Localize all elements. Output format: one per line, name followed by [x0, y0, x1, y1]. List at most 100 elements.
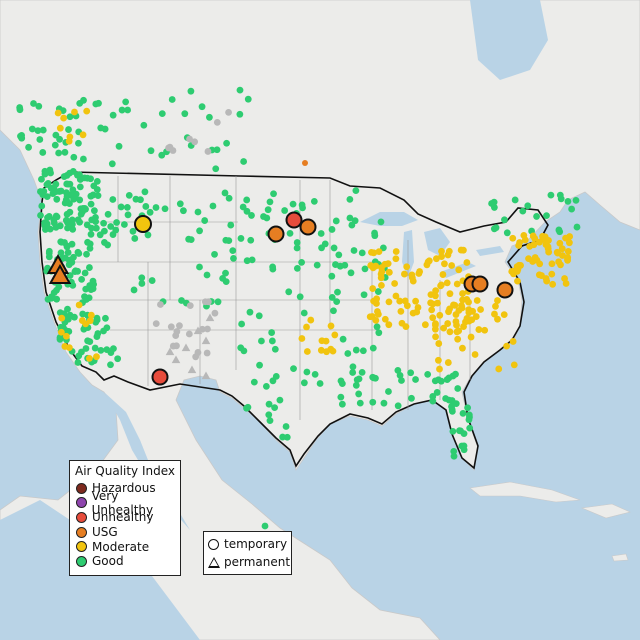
station-dot — [440, 324, 448, 332]
station-dot — [107, 361, 114, 369]
station-dot — [84, 337, 92, 345]
station-dot — [158, 151, 166, 159]
station-dot — [335, 251, 343, 259]
station-dot — [92, 224, 100, 232]
station-dot — [50, 216, 58, 224]
station-dot — [449, 427, 457, 435]
station-dot — [69, 225, 77, 233]
station-dot — [66, 311, 74, 319]
station-dot — [86, 240, 94, 248]
station-dot — [302, 160, 308, 166]
station-dot — [490, 198, 498, 206]
station-dot — [267, 225, 285, 243]
station-dot — [157, 301, 164, 308]
moderate-swatch — [76, 541, 87, 553]
good-swatch — [76, 555, 87, 567]
station-dot — [79, 204, 87, 212]
station-dot — [436, 365, 443, 373]
station-dot — [130, 286, 138, 294]
station-dot — [511, 196, 519, 204]
station-dot — [533, 213, 540, 220]
station-dot — [204, 325, 211, 333]
station-dot — [436, 311, 444, 319]
station-dot — [465, 416, 473, 424]
station-dot — [415, 270, 423, 277]
station-dot — [564, 256, 571, 264]
station-dot — [30, 100, 37, 107]
station-dot — [450, 452, 458, 460]
station-dot — [555, 258, 563, 266]
station-dot — [471, 351, 479, 358]
station-dot — [281, 207, 289, 214]
station-dot — [448, 262, 456, 269]
legend-row-hazardous: Hazardous — [70, 481, 180, 496]
station-dot — [490, 204, 498, 211]
station-dot — [452, 370, 459, 378]
station-dot — [104, 210, 112, 218]
station-dot — [268, 329, 276, 336]
station-dot — [61, 148, 69, 156]
station-dot — [122, 98, 130, 106]
legend-row-very-unhealthy: Very Unhealthy — [70, 489, 180, 517]
station-dot — [450, 447, 458, 455]
triangle-icon — [208, 556, 220, 568]
station-dot — [298, 258, 306, 266]
station-dot — [455, 266, 463, 274]
station-dot — [464, 404, 472, 412]
station-dot — [66, 208, 74, 216]
station-dot — [397, 307, 405, 315]
station-dot — [450, 399, 458, 407]
station-dot — [344, 350, 352, 357]
station-dot — [468, 316, 476, 324]
station-dot — [568, 205, 576, 213]
station-dot — [549, 280, 557, 288]
station-dot — [58, 314, 66, 322]
station-dot — [548, 270, 556, 278]
station-dot — [185, 330, 193, 338]
station-dot — [169, 147, 177, 154]
station-dot — [328, 226, 336, 233]
station-dot — [16, 104, 24, 111]
station-dot — [535, 238, 543, 246]
station-dot — [381, 315, 389, 323]
station-dot — [285, 211, 303, 229]
station-dot — [525, 255, 532, 263]
station-triangle — [181, 343, 191, 352]
station-dot — [556, 239, 564, 247]
station-dot — [256, 361, 263, 369]
station-dot — [151, 368, 169, 386]
station-dot — [43, 220, 51, 228]
station-dot — [322, 337, 330, 345]
station-dot — [290, 365, 297, 373]
station-dot — [317, 346, 325, 354]
station-dot — [562, 234, 570, 242]
station-dot — [264, 206, 272, 214]
station-dot — [90, 182, 98, 190]
station-dot — [369, 344, 377, 352]
station-dot — [74, 171, 81, 179]
station-dot — [453, 280, 461, 288]
station-dot — [412, 376, 419, 383]
station-dot — [465, 309, 473, 317]
station-dot — [279, 433, 287, 441]
station-dot — [211, 250, 218, 258]
station-dot — [374, 308, 381, 315]
station-dot — [152, 204, 160, 211]
station-dot — [465, 298, 472, 306]
station-dot — [491, 310, 498, 318]
station-dot — [140, 121, 148, 129]
station-dot — [176, 322, 183, 330]
station-dot — [124, 106, 132, 114]
station-dot — [451, 301, 459, 309]
unhealthy-swatch — [76, 511, 87, 523]
station-dot — [371, 229, 378, 237]
station-dot — [377, 274, 385, 282]
station-dot — [509, 234, 517, 242]
station-dot — [328, 272, 336, 280]
station-dot — [57, 249, 65, 257]
station-dot — [229, 247, 237, 255]
station-dot — [28, 125, 36, 133]
station-dot — [66, 169, 74, 177]
station-triangle — [165, 347, 175, 356]
station-dot — [437, 281, 445, 289]
